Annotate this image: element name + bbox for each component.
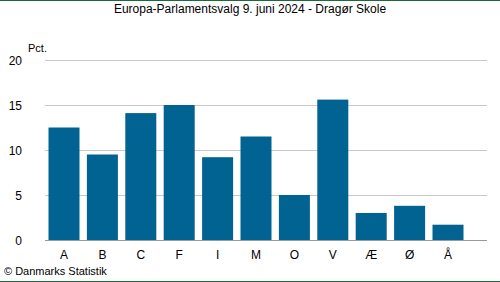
bar (433, 225, 464, 240)
x-tick-label: C (136, 248, 145, 262)
y-axis-label: Pct. (28, 42, 47, 54)
chart: Europa-Parlamentsvalg 9. juni 2024 - Dra… (0, 0, 500, 282)
title: Europa-Parlamentsvalg 9. juni 2024 - Dra… (114, 2, 386, 16)
bar (394, 206, 425, 240)
bar (164, 105, 195, 240)
y-tick-label: 10 (9, 144, 23, 158)
grid-line (45, 240, 487, 241)
x-tick-label: Æ (365, 248, 377, 262)
x-tick-label: Å (444, 247, 452, 262)
bar (241, 137, 272, 241)
bar (317, 100, 348, 240)
y-tick-label: 0 (15, 234, 22, 248)
bottom-border (0, 281, 500, 282)
bar (356, 213, 387, 240)
x-tick-label: M (251, 248, 261, 262)
bar (49, 128, 80, 241)
y-tick-label: 5 (15, 189, 22, 203)
x-tick-label: O (290, 248, 299, 262)
x-tick-label: F (176, 248, 183, 262)
x-tick-label: V (329, 248, 337, 262)
bars (49, 100, 464, 240)
y-tick-label: 20 (9, 54, 23, 68)
bar (125, 113, 156, 240)
x-tick-label: A (60, 248, 68, 262)
source: © Danmarks Statistik (4, 265, 107, 277)
grid-line (45, 60, 487, 61)
y-tick-label: 15 (9, 99, 23, 113)
bar (87, 155, 118, 241)
x-tick-label: Ø (405, 248, 414, 262)
grid-line (45, 105, 487, 106)
top-border (0, 0, 500, 1)
bar (279, 195, 310, 240)
x-tick-label: B (98, 248, 106, 262)
bar (202, 157, 233, 240)
x-tick-label: I (216, 248, 219, 262)
